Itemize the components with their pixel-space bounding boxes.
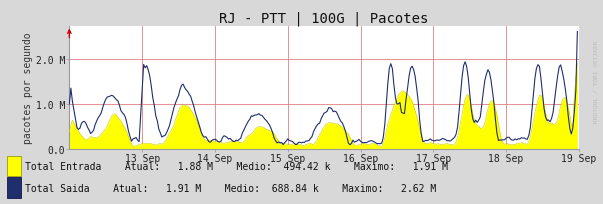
- Text: Total Saida    Atual:   1.91 M    Medio:  688.84 k    Maximo:   2.62 M: Total Saida Atual: 1.91 M Medio: 688.84 …: [25, 183, 437, 193]
- Title: RJ - PTT | 100G | Pacotes: RJ - PTT | 100G | Pacotes: [219, 11, 429, 26]
- Text: Total Entrada    Atual:   1.88 M    Medio:  494.42 k    Maximo:   1.91 M: Total Entrada Atual: 1.88 M Medio: 494.4…: [25, 162, 448, 172]
- Y-axis label: pacotes por segundo: pacotes por segundo: [23, 32, 33, 143]
- Text: RRDTOOL / TOBI OETIKER: RRDTOOL / TOBI OETIKER: [593, 41, 598, 123]
